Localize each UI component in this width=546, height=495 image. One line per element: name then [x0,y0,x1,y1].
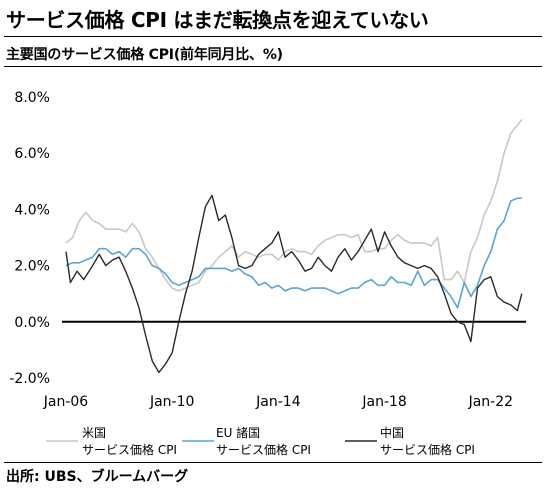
source-note: 出所: UBS、ブルームバーグ [6,469,189,485]
legend-label-cn: 中国 [380,425,404,440]
chart-title: サービス価格 CPI はまだ転換点を迎えていない [6,8,429,32]
y-tick-label: 4.0% [14,202,50,218]
x-tick-label: Jan-10 [149,394,194,410]
x-axis-ticks: Jan-06 Jan-10 Jan-14 Jan-18 Jan-22 [43,394,513,410]
y-axis-ticks: 8.0% 6.0% 4.0% 2.0% 0.0% -2.0% [9,90,50,387]
legend-label-eu: サービス価格 CPI [216,442,311,457]
y-tick-label: 8.0% [14,90,50,106]
y-tick-label: 0.0% [14,315,50,331]
y-tick-label: 6.0% [14,146,50,162]
source-divider [4,462,542,463]
y-tick-label: 2.0% [14,259,50,275]
x-tick-label: Jan-06 [43,394,89,410]
subtitle-divider [4,66,542,67]
legend-label-us: 米国 [82,426,106,440]
legend-label-cn: サービス価格 CPI [380,442,475,457]
title-divider [4,36,542,37]
y-tick-label: -2.0% [9,371,50,387]
chart-subtitle: 主要国のサービス価格 CPI(前年同月比、%) [6,47,283,63]
legend-label-us: サービス価格 CPI [82,442,177,457]
legend-label-eu: EU 諸国 [216,425,260,440]
x-tick-label: Jan-14 [255,394,301,410]
series-line-us [65,119,523,292]
series-lines [65,119,523,374]
x-tick-label: Jan-18 [361,394,406,410]
series-line-eu [65,197,522,309]
x-tick-label: Jan-22 [468,394,513,410]
series-line-cn [65,194,523,374]
